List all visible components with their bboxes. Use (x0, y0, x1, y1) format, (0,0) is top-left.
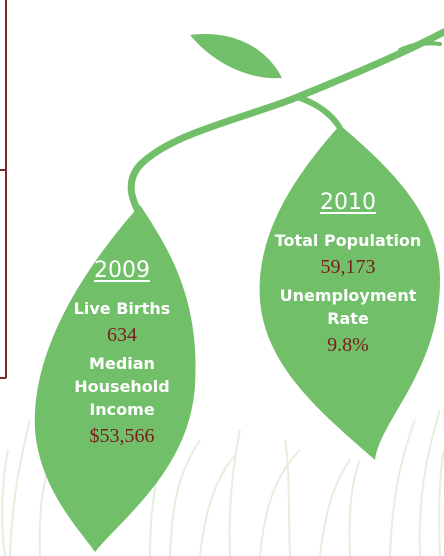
stat-value: 59,173 (320, 256, 376, 278)
left-frame (0, 0, 7, 379)
leaf-2010 (259, 125, 440, 460)
stat-label: Unemployment Rate (279, 286, 417, 328)
year: 2010 (320, 190, 376, 215)
stat-label: Median Household Income (74, 354, 170, 419)
branch (127, 28, 444, 219)
leaf-2009-text: 2009 Live Births 634 Median Household In… (52, 258, 192, 453)
stat-label: Total Population (274, 231, 422, 250)
stat-value: 634 (107, 324, 137, 346)
year: 2009 (94, 258, 150, 283)
grass (1, 409, 444, 556)
stat-value: 9.8% (327, 334, 369, 356)
leaf-2010-text: 2010 Total Population 59,173 Unemploymen… (258, 190, 438, 362)
small-leaf (190, 34, 282, 79)
stat-value: $53,566 (89, 425, 155, 447)
stat-label: Live Births (73, 299, 171, 318)
leaf-2009 (34, 205, 196, 552)
